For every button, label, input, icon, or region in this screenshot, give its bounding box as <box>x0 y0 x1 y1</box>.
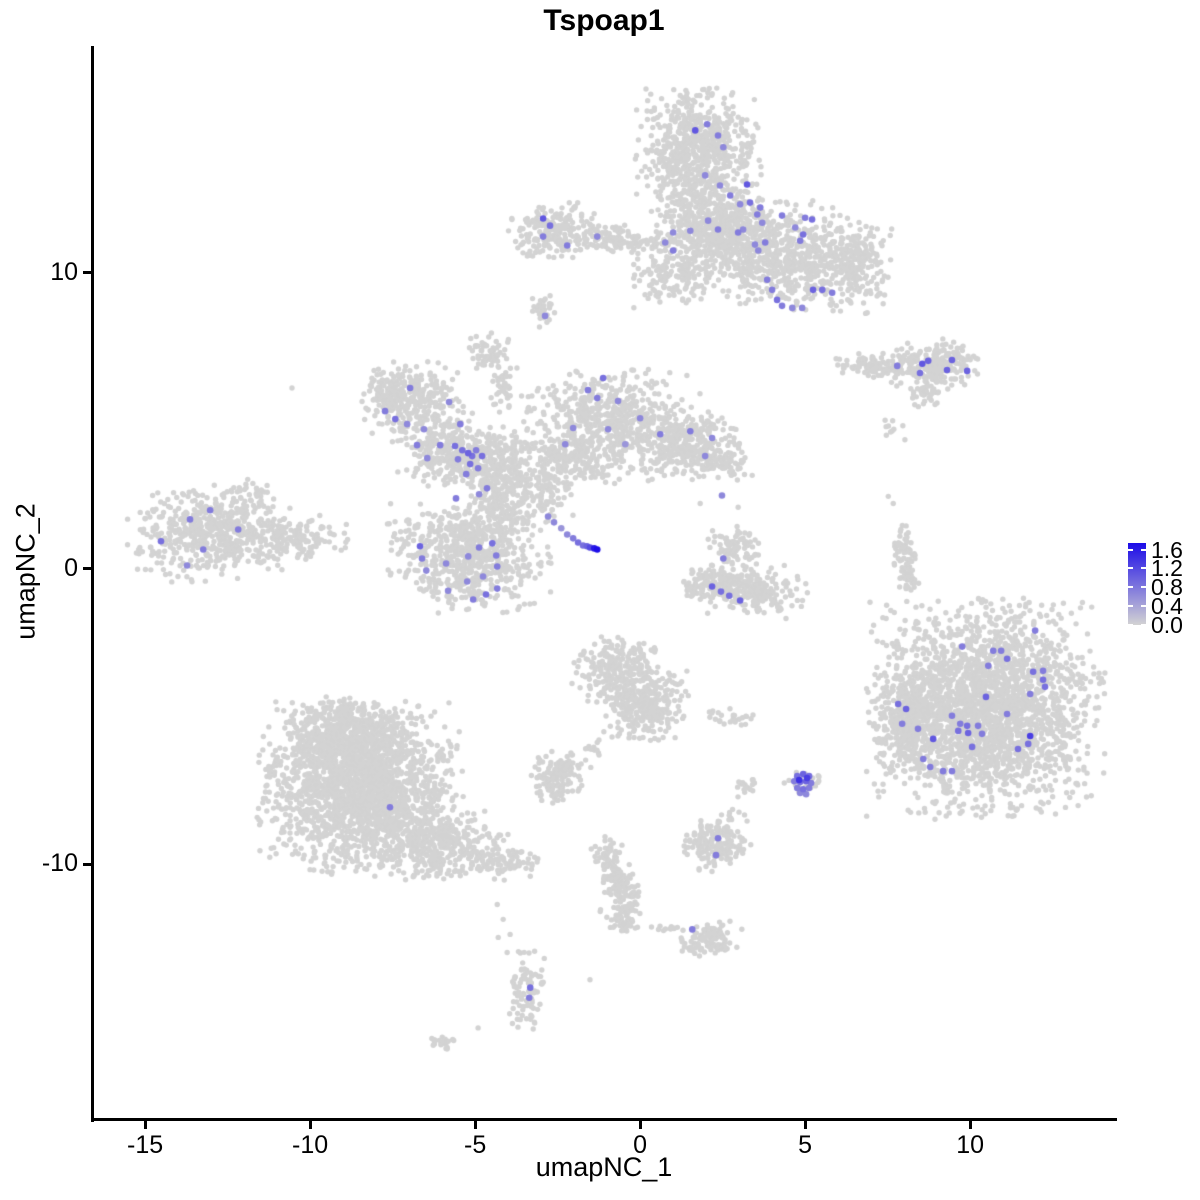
x-tick-mark <box>143 1121 147 1129</box>
legend-tick-mark <box>1141 624 1146 626</box>
expression-legend: 1.6 1.2 0.8 0.4 0.0 <box>1124 535 1200 640</box>
y-axis-line <box>91 46 94 1122</box>
legend-tick-mark <box>1128 567 1133 570</box>
x-tick-label: 5 <box>798 1131 813 1159</box>
legend-colorbar <box>1128 543 1146 625</box>
x-tick-mark <box>473 1121 477 1129</box>
y-tick-label: -10 <box>41 849 78 878</box>
y-axis-title: umapNC_2 <box>10 503 41 640</box>
legend-tick-label: 0.4 <box>1151 593 1183 620</box>
x-tick-mark <box>308 1121 312 1129</box>
legend-tick-mark <box>1141 548 1146 551</box>
legend-tick-label: 1.6 <box>1151 536 1183 563</box>
x-tick-mark <box>638 1121 642 1129</box>
x-tick-mark <box>803 1121 807 1129</box>
legend-tick-mark <box>1128 605 1133 608</box>
y-tick-label: 0 <box>64 553 78 582</box>
y-tick-mark <box>83 862 91 866</box>
x-tick-label: -10 <box>292 1131 329 1159</box>
x-axis-title: umapNC_1 <box>535 1152 673 1182</box>
legend-tick-label: 1.2 <box>1151 555 1183 582</box>
legend-tick-mark <box>1128 548 1133 551</box>
x-tick-mark <box>968 1121 972 1129</box>
y-tick-mark <box>83 271 91 275</box>
legend-tick-label: 0.8 <box>1151 574 1183 601</box>
x-tick-label: -5 <box>464 1131 487 1159</box>
legend-tick-mark <box>1141 586 1146 589</box>
x-tick-label: -15 <box>127 1131 164 1159</box>
legend-tick-mark <box>1141 605 1146 608</box>
x-tick-label: 0 <box>633 1131 648 1159</box>
y-tick-mark <box>83 567 91 570</box>
x-tick-label: 10 <box>956 1131 985 1159</box>
x-axis-line <box>91 1118 1117 1121</box>
legend-tick-label: 0.0 <box>1151 612 1183 638</box>
y-tick-label: 10 <box>50 257 78 286</box>
legend-tick-mark <box>1128 624 1133 626</box>
legend-tick-mark <box>1141 567 1146 570</box>
plot-title: Tspoap1 <box>543 4 665 37</box>
legend-tick-mark <box>1128 586 1133 589</box>
